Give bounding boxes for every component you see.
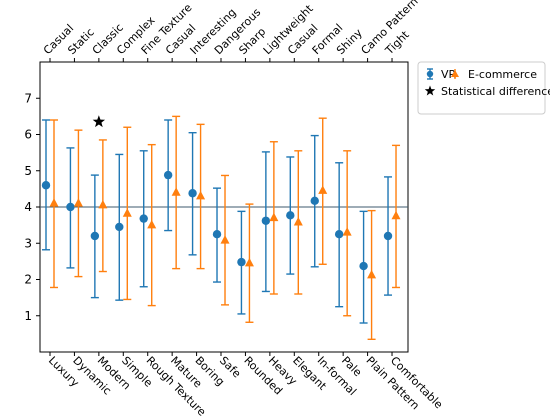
- y-axis: 1 2 3 4 5 6 7: [24, 91, 40, 323]
- legend-label: Statistical difference: [441, 85, 550, 98]
- mean-point: [334, 229, 344, 239]
- y-tick-label: 5: [24, 164, 32, 178]
- mean-point: [163, 170, 173, 180]
- legend-label: VR: [441, 68, 457, 81]
- mean-point: [188, 189, 197, 198]
- mean-point: [237, 257, 246, 267]
- mean-point: [147, 219, 157, 229]
- legend-entry: Statistical difference: [424, 85, 550, 98]
- mean-point: [41, 181, 51, 190]
- legend-entry: E-commerce: [451, 68, 537, 81]
- mean-point: [212, 229, 222, 239]
- series-vr: [41, 119, 393, 324]
- legend: VR E-commerce Statistical difference: [417, 61, 550, 115]
- legend-box: [417, 61, 546, 115]
- legend-label: E-commerce: [468, 68, 537, 81]
- mean-point: [220, 235, 230, 244]
- y-tick-label: 4: [24, 200, 32, 214]
- mean-point: [359, 261, 368, 271]
- y-tick-label: 3: [24, 236, 32, 250]
- mean-point: [90, 231, 100, 241]
- mean-point: [391, 210, 401, 220]
- significance-layer: [92, 115, 106, 128]
- legend-marker: [451, 70, 459, 77]
- mean-point: [73, 198, 83, 207]
- significance-star: [92, 115, 106, 128]
- mean-point: [139, 214, 148, 223]
- series-layer: [41, 115, 401, 341]
- mean-point: [98, 199, 108, 209]
- mean-point: [269, 212, 279, 222]
- mean-point: [115, 222, 124, 232]
- mean-point: [318, 185, 328, 194]
- mean-point: [293, 216, 303, 226]
- series-e-commerce: [49, 115, 401, 341]
- mean-point: [122, 208, 132, 217]
- legend-marker: [426, 70, 434, 78]
- y-tick-label: 7: [24, 91, 32, 105]
- y-tick-label: 1: [24, 309, 32, 323]
- legend-marker: [424, 85, 436, 96]
- y-tick-label: 2: [24, 273, 32, 287]
- mean-point: [171, 187, 181, 196]
- mean-point: [244, 257, 254, 267]
- legend-entry: VR: [426, 68, 457, 81]
- mean-point: [383, 231, 393, 241]
- mean-point: [196, 190, 206, 200]
- mean-point: [310, 196, 319, 206]
- mean-point: [286, 211, 295, 220]
- mean-point: [342, 227, 352, 236]
- mean-point: [261, 216, 271, 225]
- mean-point: [66, 202, 75, 212]
- mean-point: [367, 269, 377, 279]
- y-tick-label: 6: [24, 128, 32, 142]
- mean-point: [49, 198, 59, 207]
